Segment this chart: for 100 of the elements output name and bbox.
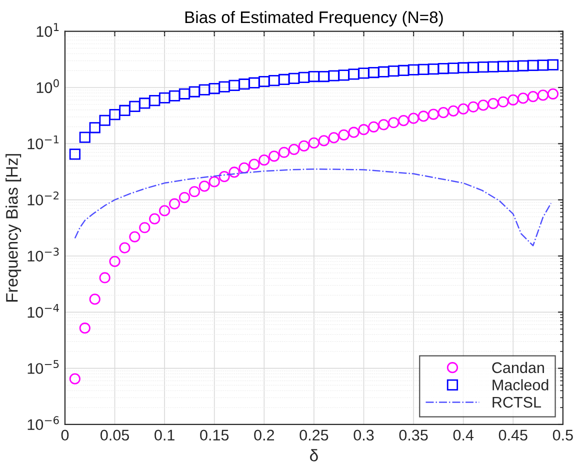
point xyxy=(547,88,559,100)
point xyxy=(527,90,539,102)
point xyxy=(518,92,529,104)
point xyxy=(478,62,489,73)
point xyxy=(318,70,330,82)
point xyxy=(428,64,440,75)
x-tick-label: 0.2 xyxy=(254,430,274,441)
point xyxy=(258,154,270,166)
point xyxy=(268,75,280,86)
point xyxy=(288,72,300,84)
point xyxy=(498,96,509,108)
point xyxy=(278,74,290,86)
legend-label: Macleod xyxy=(492,379,548,390)
point xyxy=(69,373,80,384)
y-tick-label: 10$^{−1}$ xyxy=(28,135,59,150)
y-tick-label: 10$^{−3}$ xyxy=(28,248,59,262)
point xyxy=(178,192,190,204)
point xyxy=(438,107,449,118)
point xyxy=(448,105,459,116)
point xyxy=(448,62,459,74)
legend-label: RCTSL xyxy=(492,396,542,408)
point xyxy=(119,242,130,254)
point xyxy=(228,80,240,91)
point xyxy=(488,61,499,72)
point xyxy=(408,112,420,124)
point xyxy=(69,148,80,160)
point xyxy=(428,108,440,120)
point xyxy=(238,78,250,90)
point xyxy=(338,129,350,141)
point xyxy=(537,90,549,101)
point xyxy=(488,98,499,110)
point xyxy=(498,60,509,72)
point xyxy=(458,62,469,74)
point xyxy=(288,144,300,155)
point xyxy=(218,170,230,182)
point xyxy=(348,126,360,138)
point xyxy=(368,121,380,132)
point xyxy=(378,119,390,130)
point xyxy=(188,186,200,198)
y-axis-title: Frequency Bias [Hz] xyxy=(6,154,22,302)
point xyxy=(418,64,430,75)
x-tick-label: 0.15 xyxy=(200,430,229,441)
point xyxy=(79,132,90,143)
x-tick-label: 0.35 xyxy=(399,430,428,441)
point xyxy=(358,68,370,79)
point xyxy=(298,72,310,84)
point xyxy=(119,104,130,116)
point xyxy=(99,272,110,284)
chart-title: Bias of Estimated Frequency (N=8) xyxy=(185,10,443,26)
point xyxy=(508,94,519,106)
point xyxy=(378,66,390,78)
point xyxy=(89,122,100,134)
point xyxy=(159,205,170,216)
y-tick-label: 10$^{−4}$ xyxy=(28,304,59,318)
x-tick-label: 0.5 xyxy=(552,430,573,441)
x-tick-label: 0 xyxy=(61,430,69,441)
point xyxy=(358,124,370,136)
point xyxy=(328,132,340,144)
point xyxy=(149,213,160,224)
point xyxy=(168,90,180,102)
point xyxy=(308,70,320,82)
point xyxy=(418,110,430,122)
point xyxy=(328,70,340,82)
point xyxy=(198,180,210,192)
point xyxy=(398,115,410,126)
point xyxy=(149,94,160,106)
point xyxy=(278,146,290,158)
y-tick-label: 10$^{1}$ xyxy=(36,23,59,37)
legend-label: Candan xyxy=(492,362,544,374)
x-tick-label: 0.05 xyxy=(100,430,129,441)
point xyxy=(527,60,539,72)
point xyxy=(208,176,220,188)
point xyxy=(388,117,400,128)
point xyxy=(109,256,120,267)
x-tick-label: 0.3 xyxy=(354,430,374,441)
point xyxy=(478,100,489,111)
y-tick-label: 10$^{−2}$ xyxy=(28,191,58,206)
point xyxy=(308,137,320,149)
point xyxy=(258,76,270,88)
point xyxy=(537,60,549,71)
point xyxy=(208,82,220,94)
point xyxy=(178,88,190,100)
point xyxy=(198,84,210,96)
point xyxy=(468,101,479,112)
point xyxy=(218,81,230,92)
point xyxy=(228,166,240,178)
point xyxy=(348,68,360,80)
point xyxy=(129,231,140,242)
point xyxy=(268,150,280,162)
point xyxy=(398,64,410,76)
point xyxy=(109,109,120,120)
point xyxy=(168,198,180,210)
x-tick-label: 0.4 xyxy=(453,430,474,441)
point xyxy=(238,162,250,174)
point xyxy=(547,59,559,70)
point xyxy=(89,294,100,305)
point xyxy=(438,62,449,74)
point xyxy=(159,92,170,104)
point xyxy=(99,114,110,126)
point xyxy=(248,158,260,170)
